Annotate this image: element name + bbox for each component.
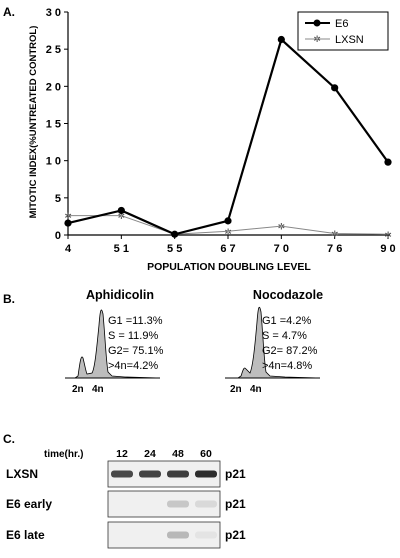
- series-line-lxsn: [68, 215, 389, 235]
- blot-row-label: E6 early: [6, 497, 52, 511]
- y-tick-label: 2 5: [46, 44, 61, 56]
- data-point-lxsn: ✲: [64, 211, 72, 221]
- x-tick-label: 9 0: [380, 243, 395, 255]
- y-tick-label: 0: [55, 230, 61, 242]
- flow-histogram-nocodazole: Nocodazole G1 =4.2% S = 4.7% G2= 87.2% >…: [225, 288, 323, 395]
- blot-band: [195, 531, 217, 539]
- blot-band: [167, 470, 189, 478]
- panel-a-label: A.: [3, 5, 15, 19]
- x-ticks: 4 5 1 5 5 6 7 7 0 7 6 9 0: [65, 235, 396, 255]
- blot-time-tick: 12: [116, 448, 128, 460]
- legend-label-lxsn: LXSN: [335, 34, 364, 46]
- mitotic-index-chart: 0 5 1 0 1 5 2 0 2 5 3 0 4 5 1 5 5 6 7 7 0 7 6 9 0 MI…: [28, 7, 396, 273]
- legend-label-e6: E6: [335, 18, 348, 30]
- flow-stat-g1-aphidicolin: G1 =11.3%: [108, 315, 163, 327]
- western-blot: 12 24 48 60 LXSN p21 E6 early p21 E6 late p21: [6, 448, 246, 549]
- histogram-aphidicolin: [65, 309, 161, 379]
- blot-strip: [107, 490, 221, 518]
- flow-stat-4n-nocodazole: >4n=4.8%: [262, 360, 312, 372]
- legend-marker-lxsn: ✲: [313, 34, 321, 44]
- blot-band: [167, 500, 189, 508]
- data-point-e6: [117, 206, 125, 215]
- panel-b-label: B.: [3, 292, 15, 306]
- data-point-lxsn: ✲: [118, 211, 126, 221]
- blot-band: [195, 500, 217, 508]
- x-tick-label: 7 0: [274, 243, 289, 255]
- data-point-e6: [171, 230, 179, 238]
- y-tick-label: 1 5: [46, 119, 61, 131]
- data-point-lxsn: ✲: [278, 222, 286, 232]
- y-tick-label: 5: [55, 193, 61, 205]
- x-axis-label: POPULATION DOUBLING LEVEL: [147, 261, 311, 273]
- histogram-nocodazole: [225, 306, 321, 379]
- data-point-e6: [224, 217, 232, 225]
- data-point-lxsn: ✲: [331, 229, 339, 239]
- flow-axis-2n-nocodazole: 2n: [230, 384, 242, 395]
- data-point-e6: [384, 158, 392, 166]
- blot-band: [111, 470, 133, 478]
- blot-row: E6 late p21: [6, 521, 246, 549]
- series-line-e6: [67, 37, 389, 236]
- legend-box: [297, 11, 389, 51]
- flow-stat-g2-nocodazole: G2= 87.2%: [262, 345, 318, 357]
- flow-title-aphidicolin: Aphidicolin: [86, 288, 154, 302]
- flow-title-nocodazole: Nocodazole: [253, 288, 323, 302]
- data-point-e6: [331, 84, 339, 92]
- blot-row-label: E6 late: [6, 528, 45, 542]
- blot-time-tick: 60: [200, 448, 212, 460]
- data-point-lxsn: ✲: [384, 230, 392, 240]
- y-tick-label: 3 0: [46, 7, 61, 19]
- blot-band-label: p21: [225, 528, 246, 542]
- flow-histogram-aphidicolin: Aphidicolin G1 =11.3% S = 11.9% G2= 75.1…: [65, 288, 164, 395]
- panel-c-label: C.: [3, 432, 15, 446]
- data-point-e6: [64, 219, 72, 227]
- series-layer: ✲ ✲ ✲ ✲ ✲ ✲ ✲: [64, 35, 392, 240]
- blot-band-label: p21: [225, 497, 246, 511]
- flow-stat-4n-aphidicolin: >4n=4.2%: [108, 360, 158, 372]
- flow-axis-4n-aphidicolin: 4n: [92, 384, 104, 395]
- blot-row: LXSN p21: [6, 460, 246, 488]
- legend: E6 ✲ LXSN: [297, 11, 389, 51]
- blot-band: [167, 531, 189, 539]
- blot-band: [195, 470, 217, 478]
- y-tick-label: 2 0: [46, 81, 61, 93]
- legend-marker-e6: [313, 19, 321, 27]
- flow-stat-s-nocodazole: S = 4.7%: [262, 330, 307, 342]
- blot-time-tick: 24: [144, 448, 156, 460]
- y-ticks: 0 5 1 0 1 5 2 0 2 5 3 0: [46, 7, 68, 242]
- x-tick-label: 5 5: [167, 243, 182, 255]
- blot-row-label: LXSN: [6, 467, 38, 481]
- blot-time-tick: 48: [172, 448, 184, 460]
- flow-stat-g2-aphidicolin: G2= 75.1%: [108, 345, 164, 357]
- x-tick-label: 7 6: [327, 243, 342, 255]
- blot-time-label: time(hr.): [44, 449, 83, 460]
- x-tick-label: 5 1: [114, 243, 129, 255]
- flow-axis-4n-nocodazole: 4n: [250, 384, 262, 395]
- x-tick-label: 6 7: [220, 243, 235, 255]
- flow-stat-g1-nocodazole: G1 =4.2%: [262, 315, 311, 327]
- flow-stat-s-aphidicolin: S = 11.9%: [108, 330, 158, 342]
- blot-row: E6 early p21: [6, 490, 246, 518]
- data-point-lxsn: ✲: [224, 227, 232, 237]
- data-point-e6: [277, 35, 285, 44]
- y-tick-label: 1 0: [46, 156, 61, 168]
- blot-band-label: p21: [225, 467, 246, 481]
- x-tick-label: 4: [65, 243, 72, 255]
- blot-strip: [107, 521, 221, 549]
- blot-band: [139, 470, 161, 478]
- y-axis-label: MITOTIC INDEX(%UNTREATED CONTROL): [28, 26, 39, 219]
- flow-axis-2n-aphidicolin: 2n: [72, 384, 84, 395]
